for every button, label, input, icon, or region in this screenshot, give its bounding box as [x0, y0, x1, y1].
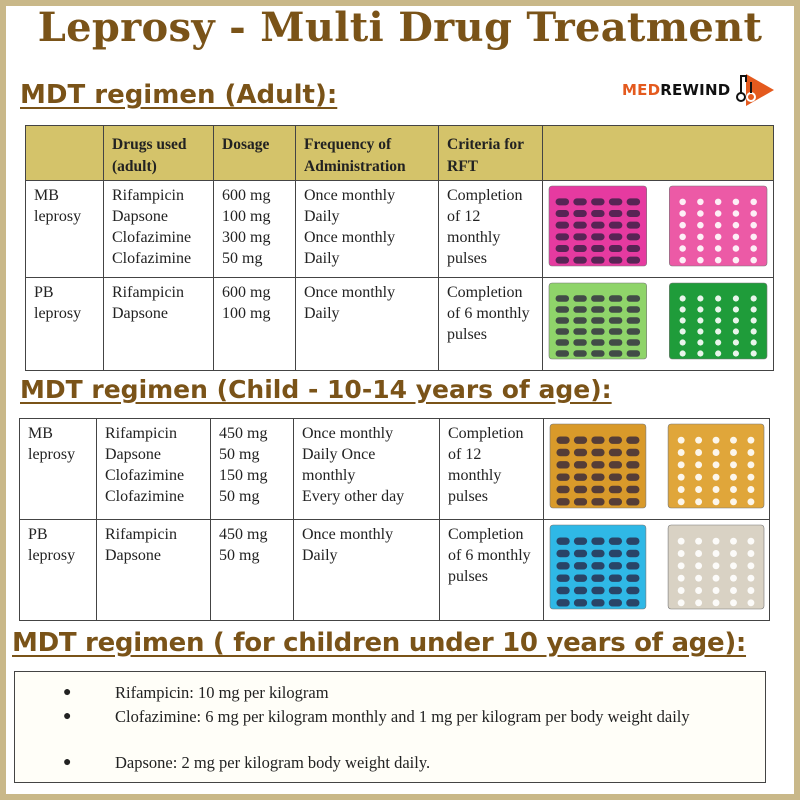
blister-pack-front [549, 423, 647, 509]
table-row: MB leprosy Rifampicin Dapsone Clofazimine Cl… [19, 418, 770, 520]
under10-dosage-box: ● Rifampicin: 10 mg per kilogram ● Clofa… [14, 671, 766, 783]
blister-pack-back [669, 185, 768, 267]
header-drugs: Drugs used (adult) [103, 125, 214, 181]
row-criteria: Completion of 6 monthly pulses [438, 277, 543, 371]
row-drugs: Rifampicin Dapsone Clofazimine Clofazimine [103, 180, 214, 278]
blister-pack-back [667, 423, 765, 509]
play-arrow-logo-icon [736, 74, 775, 106]
adult-section-heading: MDT regimen (Adult): [20, 80, 338, 110]
blister-pack-back [667, 524, 765, 610]
row-drugs: Rifampicin Dapsone [103, 277, 214, 371]
row-dosage: 450 mg 50 mg 150 mg 50 mg [210, 418, 294, 520]
child-section-heading: MDT regimen (Child - 10-14 years of age)… [20, 375, 612, 404]
blister-pack-image [542, 180, 774, 278]
row-drugs: Rifampicin Dapsone [96, 519, 211, 621]
blister-pack-image [543, 519, 770, 621]
blister-pack-front [548, 185, 647, 267]
blister-pack-front [548, 282, 647, 360]
under10-section-heading: MDT regimen ( for children under 10 year… [12, 628, 747, 658]
bullet-icon: ● [63, 709, 72, 724]
row-dosage: 600 mg 100 mg [213, 277, 296, 371]
table-header-row: Drugs used (adult) Dosage Frequency of Adm… [25, 125, 774, 181]
table-row: PB leprosy Rifampicin Dapsone 450 mg 50 mg … [19, 519, 770, 621]
header-frequency: Frequency of Administration [295, 125, 439, 181]
blister-pack-image [542, 277, 774, 371]
blister-pack-front [549, 524, 647, 610]
bullet-icon: ● [63, 685, 72, 700]
row-type: PB leprosy [19, 519, 97, 621]
bullet-icon: ● [63, 755, 72, 770]
row-frequency: Once monthly Daily Once monthly Every other… [293, 418, 440, 520]
row-type: MB leprosy [19, 418, 97, 520]
row-drugs: Rifampicin Dapsone Clofazimine Clofazimine [96, 418, 211, 520]
blister-pack-back [669, 282, 768, 360]
table-row: PB leprosy Rifampicin Dapsone 600 mg 100 mg… [25, 277, 774, 371]
row-dosage: 450 mg 50 mg [210, 519, 294, 621]
header-criteria: Criteria for RFT [438, 125, 543, 181]
row-type: PB leprosy [25, 277, 104, 371]
brand-part-rewind: REWIND [660, 81, 731, 99]
child-regimen-table: MB leprosy Rifampicin Dapsone Clofazimine Cl… [19, 418, 770, 621]
row-dosage: 600 mg 100 mg 300 mg 50 mg [213, 180, 296, 278]
adult-regimen-table: Drugs used (adult) Dosage Frequency of Adm… [25, 125, 774, 371]
brand-wordmark: MEDREWIND [622, 81, 730, 99]
medrewind-logo[interactable]: MEDREWIND [622, 68, 776, 112]
row-frequency: Once monthly Daily Once monthly Daily [295, 180, 439, 278]
row-criteria: Completion of 12 monthly pulses [438, 180, 543, 278]
blister-pack-image [543, 418, 770, 520]
row-type: MB leprosy [25, 180, 104, 278]
row-frequency: Once monthly Daily [295, 277, 439, 371]
table-row: MB leprosy Rifampicin Dapsone Clofazimine Cl… [25, 180, 774, 278]
header-type [25, 125, 104, 181]
brand-part-med: MED [622, 81, 661, 99]
row-frequency: Once monthly Daily [293, 519, 440, 621]
row-criteria: Completion of 6 monthly pulses [439, 519, 544, 621]
header-dosage: Dosage [213, 125, 296, 181]
page-title: Leprosy - Multi Drug Treatment [37, 4, 763, 51]
header-image [542, 125, 774, 181]
row-criteria: Completion of 12 monthly pulses [439, 418, 544, 520]
